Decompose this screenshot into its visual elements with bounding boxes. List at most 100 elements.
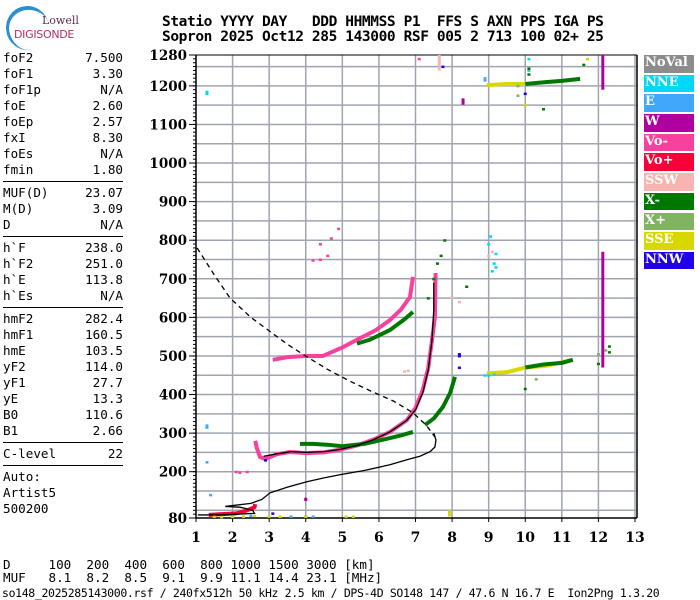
echo-point xyxy=(205,424,209,427)
parameter-panel: foF2 7.500 foF1 3.30 foF1p N/A foE 2.60 foEp 2.57… xyxy=(3,50,123,517)
param-value: 103.5 xyxy=(85,343,123,358)
echo-point xyxy=(432,277,436,281)
logo-line1: Lowell xyxy=(42,14,79,27)
param-label: yF2 xyxy=(3,359,26,374)
legend-item-nnw: NNW xyxy=(644,251,694,270)
echo-point xyxy=(209,493,213,497)
echo-point xyxy=(461,102,465,105)
echo-point xyxy=(220,515,224,519)
echo-point xyxy=(238,471,242,474)
echo-point xyxy=(457,354,461,358)
param-row-hmf1: hmF1 160.5 xyxy=(3,327,123,343)
x-tick-label: 8 xyxy=(447,530,457,546)
echo-point xyxy=(205,426,209,429)
echo-point xyxy=(242,515,246,518)
x-trace-model-curve xyxy=(196,247,436,438)
x-tick-label: 6 xyxy=(374,530,384,546)
y-tick-label: 600 xyxy=(159,310,187,326)
param-label: foF1 xyxy=(3,66,34,81)
param-label: hmF2 xyxy=(3,311,34,326)
model-curve xyxy=(263,282,435,457)
param-value: N/A xyxy=(100,82,123,97)
echo-point xyxy=(344,515,348,518)
param-value: 27.7 xyxy=(92,375,123,390)
echo-point xyxy=(607,345,611,348)
echo-point xyxy=(527,57,531,61)
legend-item-xminus: X- xyxy=(644,192,694,211)
y-tick-label: 1100 xyxy=(149,117,187,133)
echo-point xyxy=(231,515,235,518)
autoscaling-info: 500200 xyxy=(3,501,49,516)
x-tick-label: 3 xyxy=(264,530,274,546)
param-row-fof1: foF1 3.30 xyxy=(3,66,123,82)
echo-point xyxy=(527,69,531,72)
echo-point xyxy=(406,369,410,373)
param-label: D xyxy=(3,217,11,232)
echo-point xyxy=(337,227,341,231)
y-tick-label: 300 xyxy=(159,426,187,442)
y-tick-label: 500 xyxy=(159,349,187,365)
echo-point xyxy=(278,515,282,518)
echo-trace-x- xyxy=(524,357,574,370)
echo-point xyxy=(318,258,322,261)
echo-trace-x- xyxy=(356,310,415,346)
param-row-hes: h`Es N/A xyxy=(3,288,123,304)
y-tick-label: 1200 xyxy=(149,79,187,95)
param-row-hme: hmE 103.5 xyxy=(3,343,123,359)
echo-point xyxy=(523,104,527,107)
param-row-clevel: C-level 22 xyxy=(3,446,123,462)
legend-item-xplus: X+ xyxy=(644,212,694,230)
param-label: fxI xyxy=(3,130,26,145)
echo-trace-x- xyxy=(423,376,457,427)
echo-point xyxy=(492,373,496,376)
echo-point xyxy=(311,515,315,518)
param-value: 2.60 xyxy=(92,98,123,113)
echo-point xyxy=(523,92,527,96)
param-row-foes: foEs N/A xyxy=(3,146,123,162)
echo-point xyxy=(304,498,308,501)
divider xyxy=(3,307,123,308)
legend-item-vominus: Vo- xyxy=(644,133,694,152)
param-value: N/A xyxy=(100,288,123,303)
param-row-hf: h`F 238.0 xyxy=(3,240,123,256)
echo-vertical-sse xyxy=(448,510,452,517)
echo-point xyxy=(516,84,520,88)
echo-point xyxy=(450,297,454,300)
echo-point xyxy=(483,77,487,80)
echo-point xyxy=(596,353,600,356)
param-value: 2.57 xyxy=(92,114,123,129)
param-row-he: h`E 113.8 xyxy=(3,272,123,288)
model-curve xyxy=(197,432,437,516)
echo-point xyxy=(457,300,461,304)
param-row-fof1p: foF1p N/A xyxy=(3,82,123,98)
param-row-fof2: foF2 7.500 xyxy=(3,50,123,66)
param-value: 160.5 xyxy=(85,327,123,342)
param-value: 13.3 xyxy=(92,391,123,406)
legend-item-nne: NNE xyxy=(644,74,694,93)
echo-trace-sse xyxy=(486,81,526,88)
echo-point xyxy=(490,250,494,254)
echo-point xyxy=(604,349,608,352)
x-tick-label: 9 xyxy=(484,530,494,546)
param-value: 110.6 xyxy=(85,407,123,422)
y-tick-label: 800 xyxy=(159,233,187,249)
legend-item-e: E xyxy=(644,94,694,112)
param-value: 2.66 xyxy=(92,423,123,438)
echo-point xyxy=(527,73,531,76)
x-tick-label: 12 xyxy=(589,530,608,546)
autoscaling-info: Artist5 xyxy=(3,485,57,500)
echo-point xyxy=(439,254,443,258)
echo-point xyxy=(289,515,293,518)
echo-vertical-w xyxy=(601,55,605,90)
echo-point xyxy=(329,237,333,240)
param-label: foF1p xyxy=(3,82,41,97)
divider xyxy=(3,236,123,237)
divider xyxy=(3,442,123,443)
echo-point xyxy=(205,92,209,96)
param-label: MUF(D) xyxy=(3,185,49,200)
header-values: Sopron 2025 Oct12 285 143000 RSF 005 2 7… xyxy=(162,29,604,45)
legend-item-noval: NoVal xyxy=(644,55,694,73)
x-tick-label: 10 xyxy=(516,530,536,546)
echo-point xyxy=(326,254,330,258)
param-value: 3.09 xyxy=(92,201,123,216)
